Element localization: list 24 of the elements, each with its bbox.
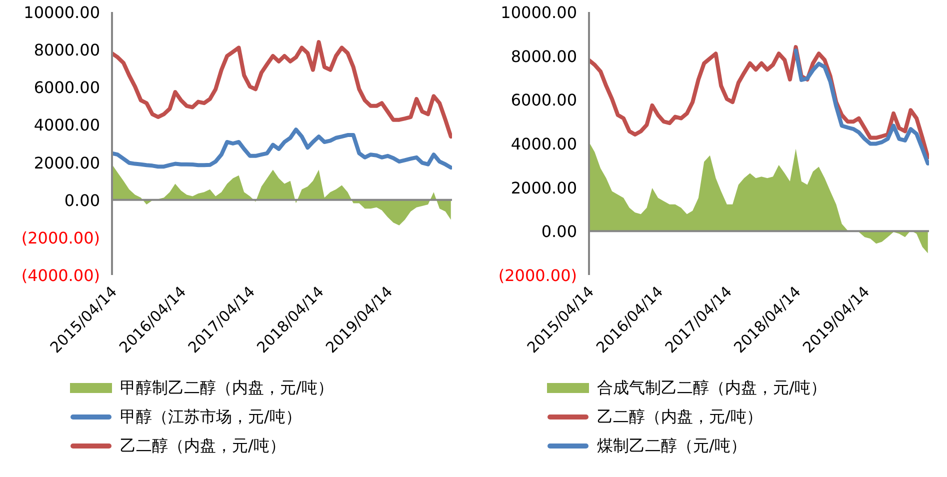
y-tick-label: 4000.00 xyxy=(510,134,577,154)
y-tick-label: 10000.00 xyxy=(24,3,100,22)
y-tick-label: 8000.00 xyxy=(510,46,577,66)
y-tick-label: 8000.00 xyxy=(34,40,100,60)
y-tick-label: 2000.00 xyxy=(34,153,100,172)
legend-label: 煤制乙二醇（元/吨） xyxy=(597,436,746,456)
line-series xyxy=(112,40,452,139)
y-tick-label: (2000.00) xyxy=(21,228,100,248)
legend-label: 甲醇（江苏市场，元/吨） xyxy=(120,406,302,428)
y-tick-label: (2000.00) xyxy=(498,266,577,285)
line-series xyxy=(794,48,929,166)
y-tick-label: 10000.00 xyxy=(500,3,577,22)
legend-label: 乙二醇（内盘，元/吨） xyxy=(597,406,762,428)
line-series xyxy=(112,128,452,170)
legend-label: 乙二醇（内盘，元/吨） xyxy=(120,436,286,456)
y-tick-label: 2000.00 xyxy=(510,178,577,198)
y-tick-label: 6000.00 xyxy=(510,90,577,110)
legend-label: 合成气制乙二醇（内盘，元/吨） xyxy=(597,378,826,398)
legend-label: 甲醇制乙二醇（内盘，元/吨） xyxy=(120,378,334,398)
y-tick-label: 0.00 xyxy=(64,190,100,210)
y-tick-label: 6000.00 xyxy=(34,78,100,98)
y-tick-label: 0.00 xyxy=(541,222,577,242)
y-tick-label: 4000.00 xyxy=(34,116,100,135)
y-tick-label: (4000.00) xyxy=(21,266,100,285)
